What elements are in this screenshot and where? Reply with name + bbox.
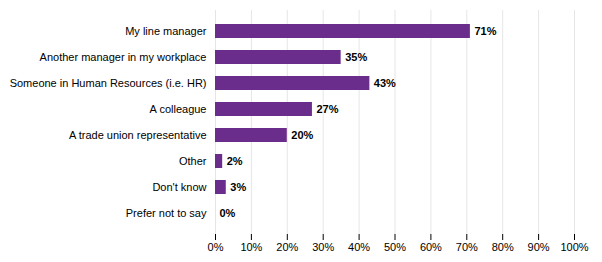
svg-text:0%: 0% xyxy=(208,241,224,253)
svg-text:20%: 20% xyxy=(291,129,313,141)
svg-text:Another manager in my workplac: Another manager in my workplace xyxy=(40,51,207,63)
svg-text:40%: 40% xyxy=(348,241,370,253)
svg-text:My line manager: My line manager xyxy=(125,25,207,37)
svg-text:Other: Other xyxy=(179,155,207,167)
svg-text:50%: 50% xyxy=(384,241,406,253)
svg-text:2%: 2% xyxy=(227,155,243,167)
svg-text:A colleague: A colleague xyxy=(150,103,207,115)
svg-text:A trade union representative: A trade union representative xyxy=(69,129,207,141)
svg-text:3%: 3% xyxy=(230,181,246,193)
svg-text:Prefer not to say: Prefer not to say xyxy=(126,207,207,219)
svg-text:100%: 100% xyxy=(560,241,588,253)
svg-text:70%: 70% xyxy=(456,241,478,253)
svg-text:43%: 43% xyxy=(374,77,396,89)
svg-text:20%: 20% xyxy=(276,241,298,253)
svg-text:30%: 30% xyxy=(312,241,334,253)
svg-text:10%: 10% xyxy=(240,241,262,253)
svg-text:80%: 80% xyxy=(492,241,514,253)
svg-text:0%: 0% xyxy=(220,207,236,219)
svg-text:60%: 60% xyxy=(420,241,442,253)
svg-text:71%: 71% xyxy=(474,25,496,37)
svg-text:Someone in Human Resources (i.: Someone in Human Resources (i.e. HR) xyxy=(10,77,207,89)
svg-text:35%: 35% xyxy=(345,51,367,63)
svg-text:Don't know: Don't know xyxy=(152,181,206,193)
svg-text:27%: 27% xyxy=(316,103,338,115)
svg-text:90%: 90% xyxy=(528,241,550,253)
